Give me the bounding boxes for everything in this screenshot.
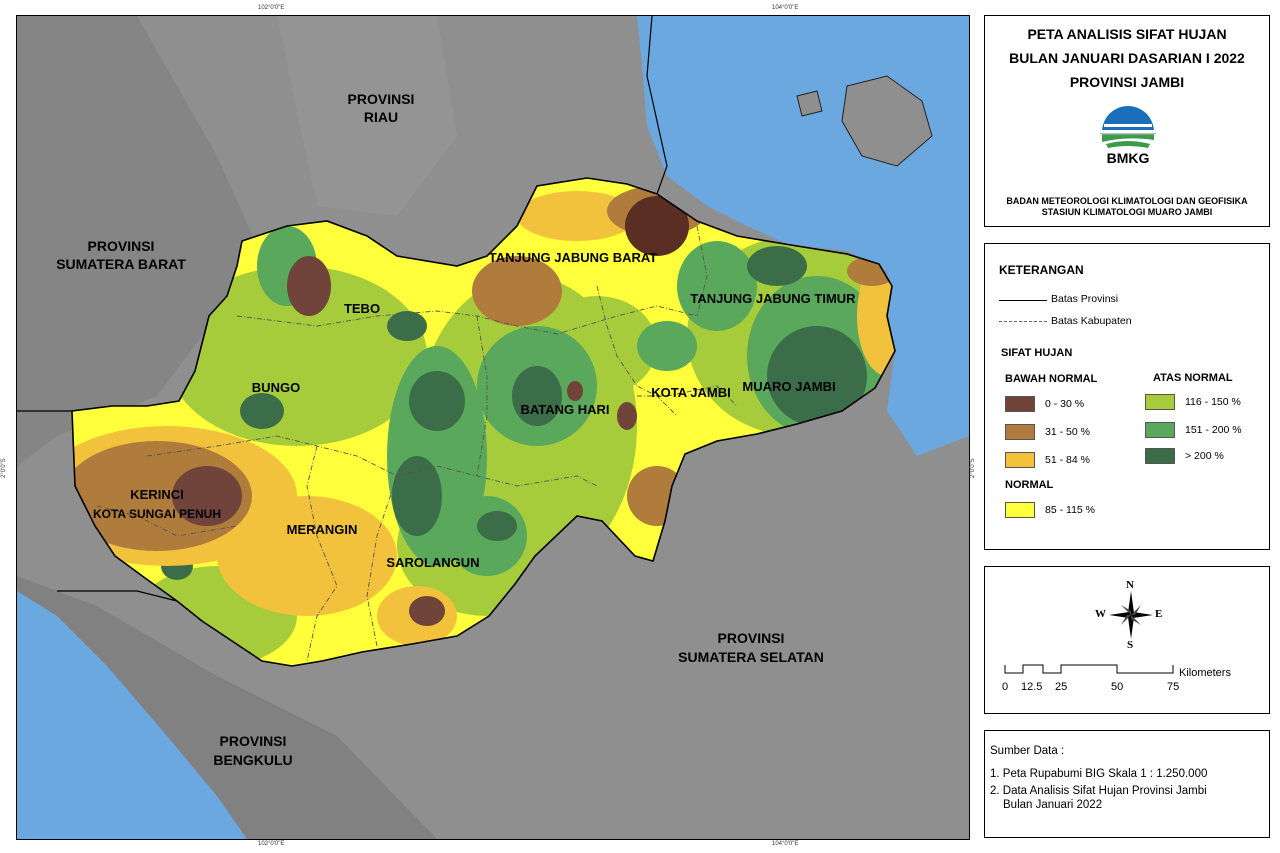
label-sungai-penuh: KOTA SUNGAI PENUH xyxy=(93,507,221,521)
sea-west xyxy=(17,591,247,839)
label-tebo: TEBO xyxy=(344,301,380,316)
label-muaro-jambi: MUARO JAMBI xyxy=(742,379,835,394)
scale-tick-12-5: 12.5 xyxy=(1021,681,1043,693)
scale-tick-75: 75 xyxy=(1167,681,1180,693)
label-kota-jambi: KOTA JAMBI xyxy=(651,385,730,400)
label-sumsel-1: PROVINSI xyxy=(718,630,785,646)
label-bengkulu-1: PROVINSI xyxy=(220,733,287,749)
compass-n: N xyxy=(1126,579,1134,591)
legend-85-115: 85 - 115 % xyxy=(1045,504,1096,516)
legend-province-label: Batas Provinsi xyxy=(1051,293,1119,305)
legend-atas-heading: ATAS NORMAL xyxy=(1153,372,1233,384)
agency-line1: BADAN METEOROLOGI KLIMATOLOGI DAN GEOFIS… xyxy=(1006,196,1248,206)
legend-0-30: 0 - 30 % xyxy=(1045,398,1085,410)
island-bangka xyxy=(841,75,933,167)
title-panel: PETA ANALISIS SIFAT HUJAN BULAN JANUARI … xyxy=(984,15,1270,227)
jambi-province-boundary xyxy=(71,177,896,667)
legend-panel: KETERANGAN Batas Provinsi Batas Kabupate… xyxy=(984,243,1270,550)
label-riau-2: RIAU xyxy=(364,109,398,125)
legend-51-84: 51 - 84 % xyxy=(1045,454,1090,466)
source-item2a: 2. Data Analisis Sifat Hujan Provinsi Ja… xyxy=(990,785,1207,797)
rainfall-map: PROVINSI RIAU PROVINSI SUMATERA BARAT PR… xyxy=(17,16,969,839)
label-riau-1: PROVINSI xyxy=(348,91,415,107)
hill-relief-north xyxy=(277,16,457,216)
scale-tick-25: 25 xyxy=(1055,681,1068,693)
coord-side-right: 2°0'0"S xyxy=(970,458,976,478)
label-sumsel-2: SUMATERA SELATAN xyxy=(678,649,824,665)
swatch-31-50 xyxy=(1005,424,1035,440)
coord-bottom-left: 102°0'0"E xyxy=(258,841,285,847)
legend-gt-200: > 200 % xyxy=(1185,450,1224,462)
legend-bawah-heading: BAWAH NORMAL xyxy=(1005,373,1098,385)
bmkg-logo: BMKG xyxy=(1098,100,1158,166)
source-item2b: Bulan Januari 2022 xyxy=(1003,799,1103,811)
scale-bar xyxy=(1004,664,1174,674)
source-panel: Sumber Data : 1. Peta Rupabumi BIG Skala… xyxy=(984,730,1270,838)
compass-rose-icon xyxy=(1109,591,1153,639)
label-tanjabbar: TANJUNG JABUNG BARAT xyxy=(489,250,658,265)
map-title-line3: PROVINSI JAMBI xyxy=(1069,74,1185,90)
label-merangin: MERANGIN xyxy=(287,522,358,537)
label-bungo: BUNGO xyxy=(252,380,300,395)
label-sumbar-1: PROVINSI xyxy=(88,238,155,254)
label-sumbar-2: SUMATERA BARAT xyxy=(56,256,186,272)
mountain-relief-west xyxy=(17,16,257,466)
compass-e: E xyxy=(1155,608,1163,620)
district-line-sample xyxy=(999,321,1047,322)
label-batang-hari: BATANG HARI xyxy=(520,402,609,417)
agency-line2: STASIUN KLIMATOLOGI MUARO JAMBI xyxy=(1041,207,1213,217)
coord-side-left: 2°0'0"S xyxy=(1,458,7,478)
north-arrow: N S W E xyxy=(1095,579,1163,651)
district-boundaries xyxy=(96,225,738,662)
swatch-0-30 xyxy=(1005,396,1035,412)
coord-top-left: 102°0'0"E xyxy=(258,5,285,11)
swatch-gt-200 xyxy=(1145,448,1175,464)
compass-scale-panel: N S W E Kilometers 0 12.5 25 50 75 xyxy=(984,566,1270,714)
source-item1: 1. Peta Rupabumi BIG Skala 1 : 1.250.000 xyxy=(990,768,1208,780)
legend-normal-heading: NORMAL xyxy=(1005,479,1054,491)
coord-bottom-right: 104°0'0"E xyxy=(772,841,799,847)
legend-heading: KETERANGAN xyxy=(999,263,1084,277)
label-bengkulu-2: BENGKULU xyxy=(213,752,292,768)
island-small xyxy=(796,90,823,117)
legend-sifat-heading: SIFAT HUJAN xyxy=(1001,347,1073,359)
legend-district-label: Batas Kabupaten xyxy=(1051,315,1132,327)
scale-unit: Kilometers xyxy=(1179,667,1231,679)
swatch-85-115 xyxy=(1005,502,1035,518)
province-line-sample xyxy=(999,300,1047,301)
coord-top-right: 104°0'0"E xyxy=(772,5,799,11)
border-south-west xyxy=(57,590,178,602)
label-tanjabtim: TANJUNG JABUNG TIMUR xyxy=(690,291,856,306)
legend-151-200: 151 - 200 % xyxy=(1185,424,1242,436)
scale-tick-50: 50 xyxy=(1111,681,1124,693)
swatch-151-200 xyxy=(1145,422,1175,438)
map-title-line1: PETA ANALISIS SIFAT HUJAN xyxy=(1027,26,1227,42)
scale-tick-0: 0 xyxy=(1002,681,1009,693)
swatch-51-84 xyxy=(1005,452,1035,468)
source-heading: Sumber Data : xyxy=(990,745,1065,757)
map-title-line2: BULAN JANUARI DASARIAN I 2022 xyxy=(1009,50,1245,66)
compass-w: W xyxy=(1095,608,1106,620)
legend-31-50: 31 - 50 % xyxy=(1045,426,1090,438)
label-kerinci: KERINCI xyxy=(130,487,183,502)
map-frame[interactable]: PROVINSI RIAU PROVINSI SUMATERA BARAT PR… xyxy=(16,15,970,840)
border-north-east xyxy=(646,16,668,195)
legend-116-150: 116 - 150 % xyxy=(1185,396,1241,408)
swatch-116-150 xyxy=(1145,394,1175,410)
bmkg-logo-text: BMKG xyxy=(1106,150,1150,166)
label-sarolangun: SAROLANGUN xyxy=(386,555,479,570)
compass-s: S xyxy=(1127,639,1134,651)
